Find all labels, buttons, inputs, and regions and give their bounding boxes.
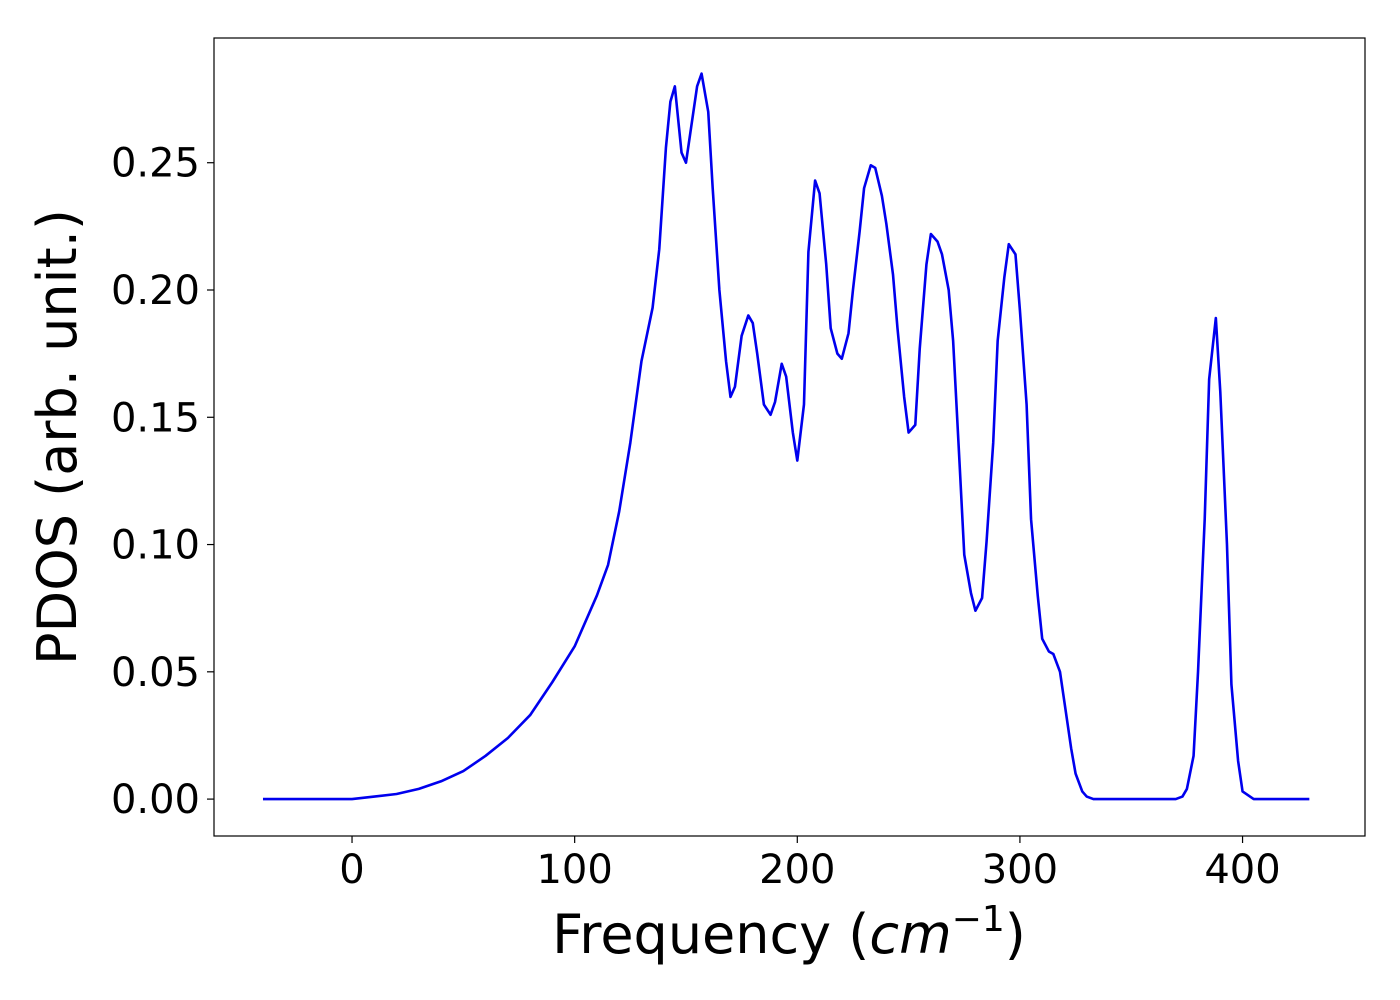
series-line-0 [262,72,1310,801]
y-axis-ticks: 0.00 0.05 0.10 0.15 0.20 0.25 [111,141,214,823]
plot-background [214,38,1365,836]
x-tick-label: 0 [339,847,364,893]
x-tick-label: 300 [982,847,1058,893]
y-tick-label: 0.10 [111,523,200,569]
x-axis-ticks: 0 100 200 300 400 [339,836,1281,893]
y-tick-label: 0.05 [111,650,200,696]
y-tick-label: 0.25 [111,141,200,187]
y-tick-label: 0.15 [111,395,200,441]
y-tick-label: 0.20 [111,268,200,314]
y-axis-label: PDOS (arb. unit.) [26,209,89,665]
x-tick-label: 100 [536,847,612,893]
x-tick-label: 200 [759,847,835,893]
x-axis-label: Frequency (cm−1) [552,899,1026,966]
y-tick-label: 0.00 [111,777,200,823]
plot-frame [213,37,1366,837]
series-layer [262,72,1310,801]
x-tick-label: 400 [1204,847,1280,893]
